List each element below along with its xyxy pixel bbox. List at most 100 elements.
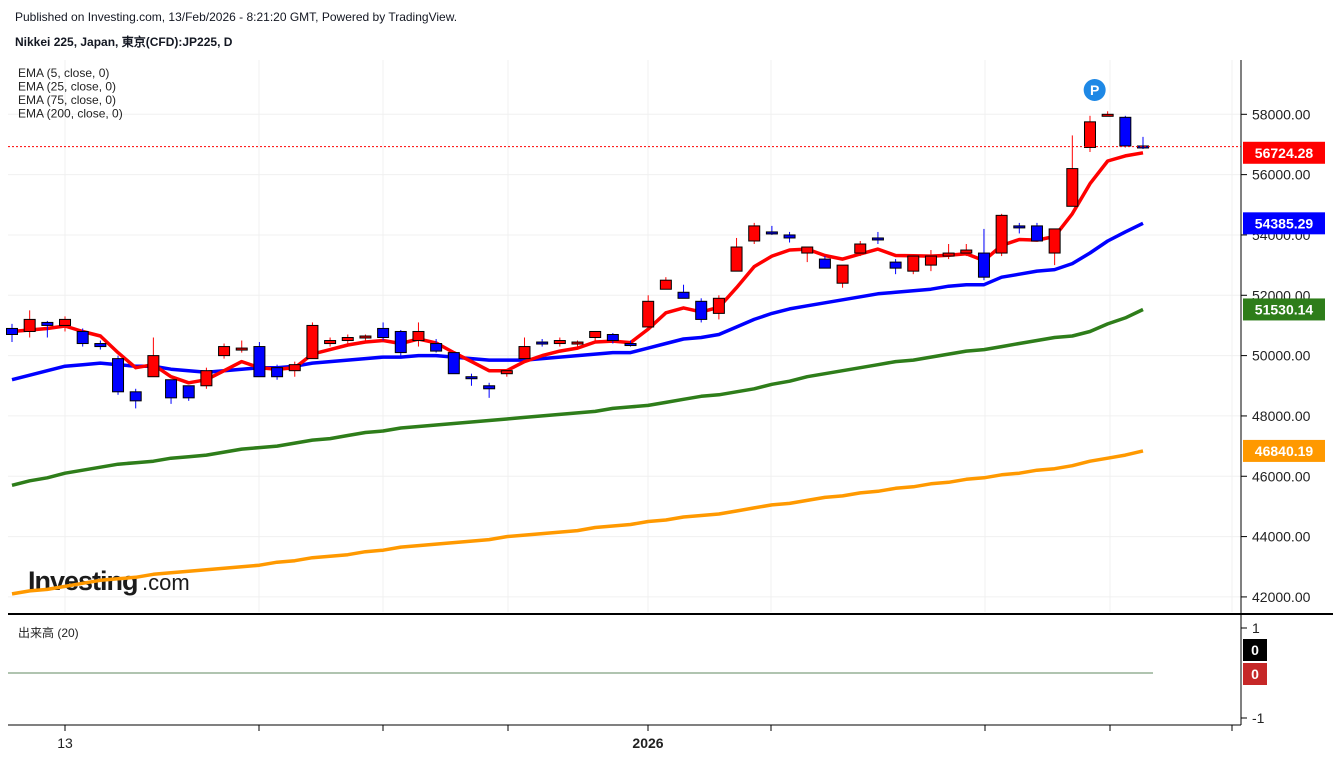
candle-body [288,364,301,372]
candle [341,334,354,344]
candle [642,295,655,328]
candle-body [182,385,195,399]
candle [606,332,619,344]
candle [977,228,990,281]
ema-badge: 51530.14 [1243,298,1325,321]
candle [518,337,531,360]
legend-item: EMA (25, close, 0) [18,80,116,94]
ema-badge: 46840.19 [1243,439,1325,462]
candle [500,370,513,377]
candle-body [1101,113,1114,117]
candle-body [253,346,266,378]
candle [1013,222,1026,234]
volume-title: 出来高 (20) [18,625,79,640]
badge-bg [1243,439,1325,462]
candle-body [430,343,443,352]
candle-body [147,355,160,378]
x-tick-label: 2026 [632,735,663,751]
time-axis[interactable]: 13 2026 [8,724,1241,751]
candle [748,222,761,244]
candle-body [1119,116,1132,147]
vol-badge-value: 0 [1251,642,1259,658]
candle-body [6,327,18,335]
candle-body [942,252,955,257]
candle [253,342,266,378]
x-tick-label: 13 [57,735,73,751]
candle-body [112,358,125,393]
candle [942,244,955,260]
ema75-line [11,307,1144,487]
candle-body [500,370,513,375]
candle [465,373,478,386]
candle [147,337,160,378]
logo-brand: Investing [28,566,138,596]
y-tick-label: 46000.00 [1252,468,1311,484]
candle-body [394,330,407,354]
candle [677,284,690,299]
candle-body [1083,121,1096,148]
candle-body [129,391,142,402]
candle [712,295,725,320]
candle [818,256,831,269]
p-marker[interactable]: P [1083,79,1106,101]
y-tick-label: 58000.00 [1252,106,1311,122]
candle [41,320,54,338]
vol-badge-value: 0 [1251,666,1259,682]
legend-item: EMA (5, close, 0) [18,66,109,80]
candle-body [907,255,920,272]
candle [394,329,407,359]
candle-body [995,214,1008,254]
vol-tick-label: -1 [1252,710,1265,726]
ema200-line [11,449,1144,596]
ema-badge: 54385.29 [1243,212,1325,235]
candle-body [1066,168,1079,207]
legend-item: EMA (200, close, 0) [18,107,123,121]
candle [960,244,973,257]
badge-bg [1243,298,1325,321]
candle [624,340,637,347]
candle [94,340,107,350]
grid-lines [8,60,1333,725]
badge-value: 51530.14 [1255,301,1314,317]
candle [854,240,867,257]
candle-body [1030,225,1043,242]
candle-body [1048,228,1061,254]
candle [1137,136,1149,149]
price-axis[interactable]: 42000.00 44000.00 46000.00 48000.00 50000.00… [1241,106,1311,605]
candle-body [23,318,36,332]
candle-body [889,261,902,269]
candle-body [447,352,460,375]
candle [1030,222,1043,242]
candle [765,225,778,235]
candle-body [341,337,354,342]
candle [430,339,443,353]
volume-pane: 出来高 (20) 1 -1 0 0 [8,620,1267,726]
candle-body [589,330,602,339]
candle [23,310,36,338]
candle [1119,115,1132,148]
candle [659,277,672,290]
candle [324,337,337,347]
candle [218,343,231,359]
instrument-title: Nikkei 225, Japan, 東京(CFD):JP225, D [15,35,233,49]
badge-value: 46840.19 [1255,443,1314,459]
candle [59,316,72,332]
candles [6,111,1149,409]
candle [801,246,814,263]
candle [377,322,390,341]
candle-body [536,341,549,345]
candle [871,231,884,244]
candle-body [306,324,319,360]
candle-body [624,343,637,347]
marker-circle [1083,79,1106,101]
vol-badge-bg [1243,663,1267,685]
candle [695,298,708,323]
candle [6,323,18,343]
candle-body [76,330,89,345]
marker-label: P [1090,82,1099,98]
candle [288,361,301,377]
candle [412,322,425,347]
candle-body [730,246,743,272]
